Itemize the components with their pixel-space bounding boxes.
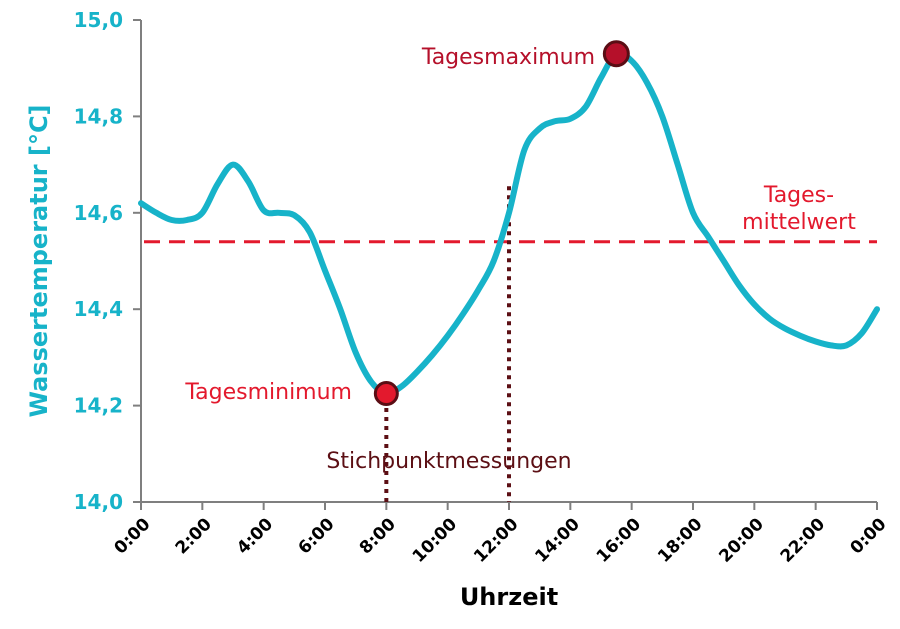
y-tick-label: 14,2	[74, 394, 123, 418]
x-tick-label: 4:00	[233, 514, 277, 558]
x-tick-label: 8:00	[356, 514, 400, 558]
max-annotation: Tagesmaximum	[421, 45, 595, 70]
mean-annotation-line2: mittelwert	[742, 210, 856, 235]
min-point-marker	[373, 381, 399, 407]
min-annotation: Tagesminimum	[184, 380, 352, 405]
y-tick-label: 14,0	[74, 490, 123, 514]
y-tick-label: 15,0	[74, 8, 123, 32]
x-tick-label: 0:00	[110, 514, 154, 558]
x-tick-label: 20:00	[715, 514, 768, 567]
x-tick-label: 6:00	[294, 514, 338, 558]
spot-measurement-annotation: Stichpunktmessungen	[326, 449, 571, 474]
x-tick-label: 16:00	[593, 514, 646, 567]
x-tick-label: 18:00	[654, 514, 707, 567]
x-tick-label: 10:00	[409, 514, 462, 567]
series-line	[138, 49, 880, 397]
max-point-marker	[602, 40, 630, 68]
mean-annotation-line1: Tages-	[763, 183, 834, 208]
x-axis-title: Uhrzeit	[460, 583, 558, 611]
y-tick-group: 14,0 14,2 14,4 14,6 14,8 15,0	[74, 8, 141, 514]
x-tick-label: 22:00	[777, 514, 830, 567]
y-tick-label: 14,8	[74, 104, 123, 128]
x-tick-label: 2:00	[172, 514, 216, 558]
x-tick-label: 0:00	[846, 514, 890, 558]
y-tick-label: 14,6	[74, 201, 123, 225]
y-axis-title: Wassertemperatur [°C]	[25, 104, 53, 417]
spot-measurement-lines	[384, 186, 511, 502]
x-tick-label: 14:00	[531, 514, 584, 567]
x-tick-label: 12:00	[470, 514, 523, 567]
y-tick-label: 14,4	[74, 297, 123, 321]
x-tick-group: 0:00 2:00 4:00 6:00 8:00 10:00 12:00 14:00 16:00…	[110, 502, 891, 567]
